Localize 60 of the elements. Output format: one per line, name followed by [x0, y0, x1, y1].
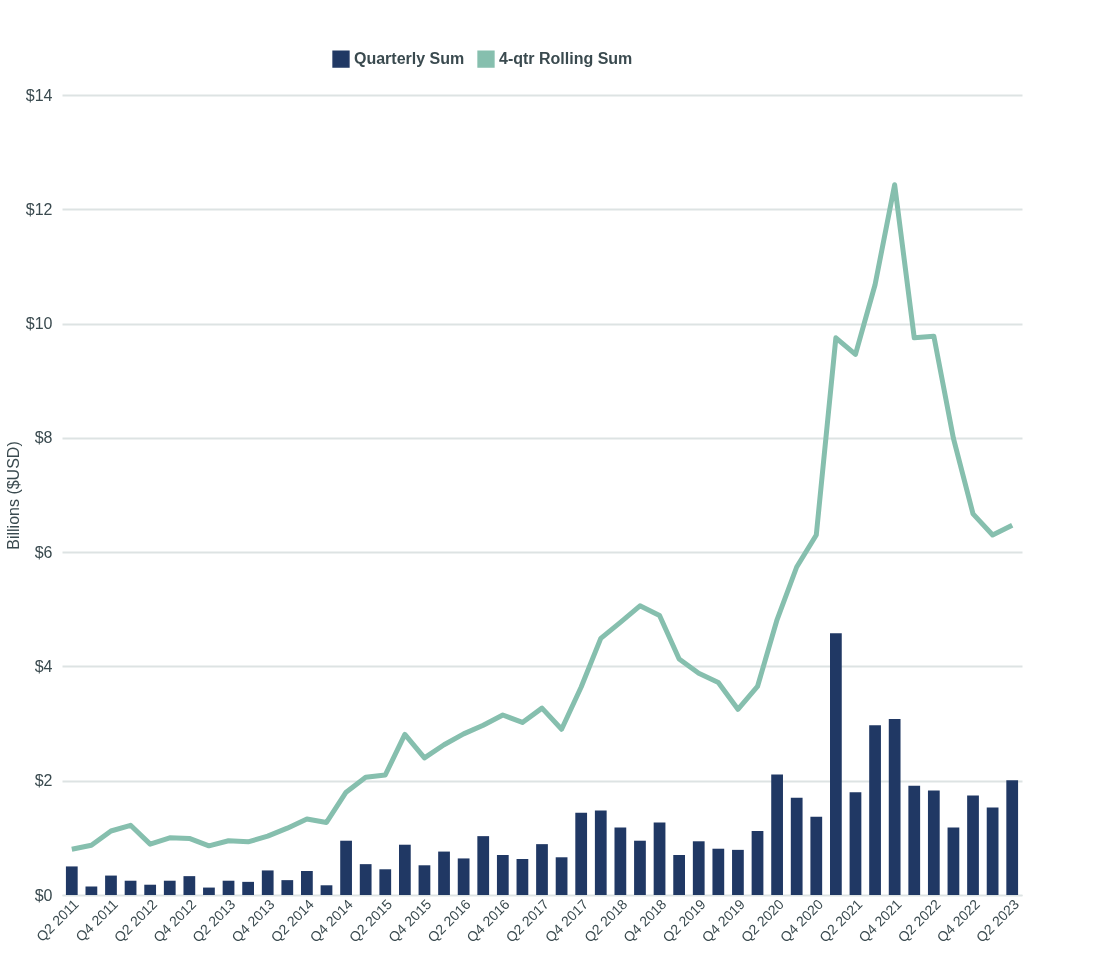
y-tick-label: $10 [25, 315, 53, 333]
bar [712, 848, 725, 895]
bar [614, 827, 627, 895]
y-tick-label: $6 [34, 543, 53, 561]
bar [242, 881, 254, 895]
bar [477, 836, 490, 895]
bar [183, 876, 196, 895]
bar [888, 719, 901, 895]
y-tick-label: $0 [34, 886, 53, 904]
bar [359, 864, 372, 895]
bar [124, 880, 137, 895]
bar [673, 855, 686, 895]
bar [771, 774, 783, 895]
bar [105, 875, 117, 895]
bar [418, 865, 431, 895]
y-tick-label: $12 [25, 200, 53, 218]
bar [986, 807, 999, 895]
bar [1006, 780, 1019, 895]
bar [340, 840, 352, 895]
bar [496, 855, 509, 895]
bar [555, 857, 568, 895]
bar [144, 884, 157, 895]
bar [320, 885, 333, 895]
bar [790, 797, 803, 895]
bar [751, 831, 764, 895]
bar [222, 880, 235, 895]
bar [516, 859, 529, 895]
bar [85, 886, 98, 895]
bar [849, 792, 862, 895]
bar [438, 851, 450, 895]
legend-label: 4-qtr Rolling Sum [499, 50, 633, 68]
bar [967, 795, 979, 895]
bar [457, 858, 470, 895]
bar [634, 840, 646, 895]
bar [163, 880, 176, 895]
bar [594, 810, 607, 895]
y-tick-label: $4 [34, 657, 53, 675]
y-axis-title: Billions ($USD) [4, 441, 22, 550]
bar [732, 849, 744, 895]
bar [947, 827, 960, 895]
bar [281, 880, 294, 895]
bar [203, 887, 215, 895]
y-tick-label: $8 [34, 429, 53, 447]
bar [927, 790, 940, 895]
bar [810, 816, 823, 895]
bar [830, 633, 842, 895]
bar [869, 725, 881, 895]
bar [692, 841, 705, 895]
bar [536, 844, 548, 895]
bar [908, 785, 921, 895]
legend-label: Quarterly Sum [354, 50, 465, 68]
bar [575, 812, 588, 895]
bar [261, 870, 274, 895]
bar [65, 866, 78, 895]
y-tick-label: $2 [34, 772, 53, 790]
y-tick-label: $14 [25, 86, 53, 104]
bar [398, 844, 411, 895]
bar [653, 822, 666, 895]
bar [301, 871, 313, 895]
bar [379, 869, 392, 895]
